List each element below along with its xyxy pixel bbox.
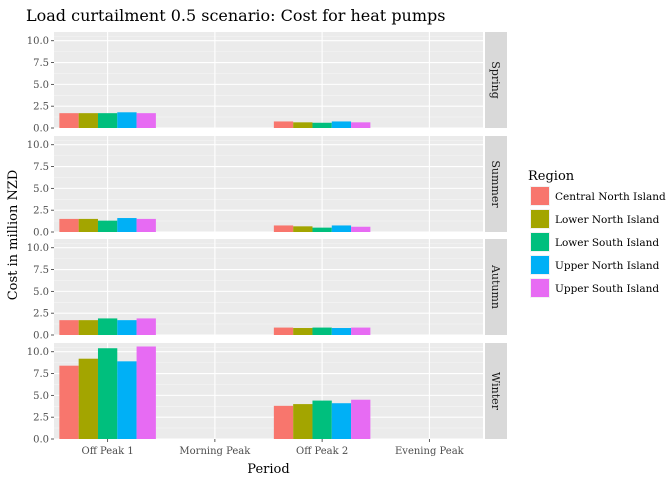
facet-label-summer: Summer [489,160,502,208]
facet-summer: 0.0 2.5 5.0 7.5 10.0 Summer [27,136,507,239]
legend-label-central-north-island: Central North Island [555,191,666,203]
bar-winter-off-peak-2-lower-south-island [312,400,332,439]
legend-label-upper-south-island: Upper South Island [555,283,659,295]
y-tick-label: 2.5 [33,413,49,424]
facet-label-autumn: Autumn [489,264,502,309]
y-tick-label: 2.5 [33,102,49,113]
facet-label-winter: Winter [489,372,502,411]
facet-strip [485,239,507,335]
bar-spring-off-peak-1-upper-north-island [117,112,137,128]
bar-spring-off-peak-1-central-north-island [59,113,79,128]
bar-winter-off-peak-2-central-north-island [273,405,294,439]
bar-winter-off-peak-2-upper-south-island [351,399,371,439]
x-tick-label-morning-peak: Morning Peak [179,446,251,457]
y-tick-label: 5.0 [33,184,49,195]
y-tick-label: 5.0 [33,391,49,402]
legend-key-lower-south-island [531,233,549,251]
bar-spring-off-peak-1-lower-south-island [97,113,118,128]
legend-label-lower-south-island: Lower South Island [555,237,659,249]
facet-winter: 0.0 2.5 5.0 7.5 10.0 Winter [27,343,507,446]
bar-winter-off-peak-1-lower-north-island [78,358,98,439]
y-tick-label: 0.0 [33,228,49,239]
y-tick-label: 2.5 [33,309,49,320]
y-tick-label: 7.5 [33,162,49,173]
x-tick-label-off-peak-2: Off Peak 2 [296,446,348,457]
legend-key-lower-north-island [531,210,549,228]
facet-spring: 0.0 2.5 5.0 7.5 10.0 Spring [27,32,507,135]
y-tick-label: 0.0 [33,124,49,135]
facet-label-spring: Spring [489,61,502,98]
bar-spring-off-peak-2-central-north-island [273,121,294,128]
legend-key-central-north-island [531,187,549,205]
y-tick-label: 7.5 [33,265,49,276]
bar-summer-off-peak-2-upper-north-island [331,225,352,232]
y-tick-label: 10.0 [27,347,49,358]
x-axis: Off Peak 1 Morning Peak Off Peak 2 Evening … [82,439,465,457]
facet-strip [485,32,507,128]
legend-label-lower-north-island: Lower North Island [555,214,660,226]
legend-title: Region [528,169,575,184]
bar-summer-off-peak-2-upper-south-island [351,226,371,232]
facet-autumn: 0.0 2.5 5.0 7.5 10.0 Autumn [27,239,507,342]
bar-summer-off-peak-2-central-north-island [273,225,294,232]
y-tick-label: 7.5 [33,369,49,380]
x-tick-label-off-peak-1: Off Peak 1 [82,446,134,457]
bar-spring-off-peak-1-upper-south-island [136,113,156,128]
bar-autumn-off-peak-2-upper-south-island [351,327,371,335]
bar-autumn-off-peak-1-central-north-island [59,320,79,335]
legend-key-upper-south-island [531,279,549,297]
bar-spring-off-peak-1-lower-north-island [78,113,98,128]
bar-summer-off-peak-1-upper-north-island [117,218,137,232]
bar-autumn-off-peak-2-lower-north-island [293,328,313,335]
y-axis-title: Cost in million NZD [6,170,21,301]
bar-spring-off-peak-2-upper-south-island [351,122,371,128]
bar-spring-off-peak-2-upper-north-island [331,121,352,128]
bar-winter-off-peak-2-lower-north-island [293,404,313,439]
y-tick-label: 0.0 [33,331,49,342]
legend-key-upper-north-island [531,256,549,274]
y-tick-label: 10.0 [27,243,49,254]
bar-autumn-off-peak-2-upper-north-island [331,328,352,335]
bar-autumn-off-peak-2-central-north-island [273,327,294,335]
bar-winter-off-peak-1-upper-south-island [136,346,156,439]
bar-summer-off-peak-1-lower-south-island [97,220,118,232]
bar-summer-off-peak-2-lower-south-island [312,227,332,232]
bar-summer-off-peak-1-lower-north-island [78,218,98,232]
facet-strip [485,343,507,439]
bar-spring-off-peak-2-lower-north-island [293,122,313,128]
y-tick-label: 0.0 [33,435,49,446]
bar-spring-off-peak-2-lower-south-island [312,122,332,128]
y-tick-label: 7.5 [33,58,49,69]
bar-autumn-off-peak-1-lower-south-island [97,318,118,335]
y-tick-label: 2.5 [33,206,49,217]
bar-autumn-off-peak-2-lower-south-island [312,327,332,335]
bar-winter-off-peak-1-central-north-island [59,365,79,439]
bar-summer-off-peak-2-lower-north-island [293,226,313,232]
panel-background [54,32,483,128]
bar-summer-off-peak-1-central-north-island [59,218,79,232]
panel-background [54,136,483,232]
facet-strip [485,136,507,232]
y-tick-label: 10.0 [27,140,49,151]
bar-winter-off-peak-1-lower-south-island [97,348,118,439]
bar-autumn-off-peak-1-lower-north-island [78,320,98,335]
y-tick-label: 5.0 [33,287,49,298]
panel-background [54,239,483,335]
bar-autumn-off-peak-1-upper-south-island [136,318,156,335]
y-tick-label: 10.0 [27,36,49,47]
bar-winter-off-peak-2-upper-north-island [331,403,352,439]
facet-panels: 0.0 2.5 5.0 7.5 10.0 Spring 0.0 2.5 5.0 7.5 10.0 Su… [27,32,507,446]
bar-autumn-off-peak-1-upper-north-island [117,320,137,335]
legend-label-upper-north-island: Upper North Island [555,260,660,272]
x-axis-title: Period [247,462,289,477]
chart-title: Load curtailment 0.5 scenario: Cost for … [26,6,445,25]
bar-summer-off-peak-1-upper-south-island [136,218,156,232]
legend: Region Central North Island Lower North I… [528,169,666,298]
bar-winter-off-peak-1-upper-north-island [117,361,137,439]
x-tick-label-evening-peak: Evening Peak [395,446,465,457]
y-tick-label: 5.0 [33,80,49,91]
